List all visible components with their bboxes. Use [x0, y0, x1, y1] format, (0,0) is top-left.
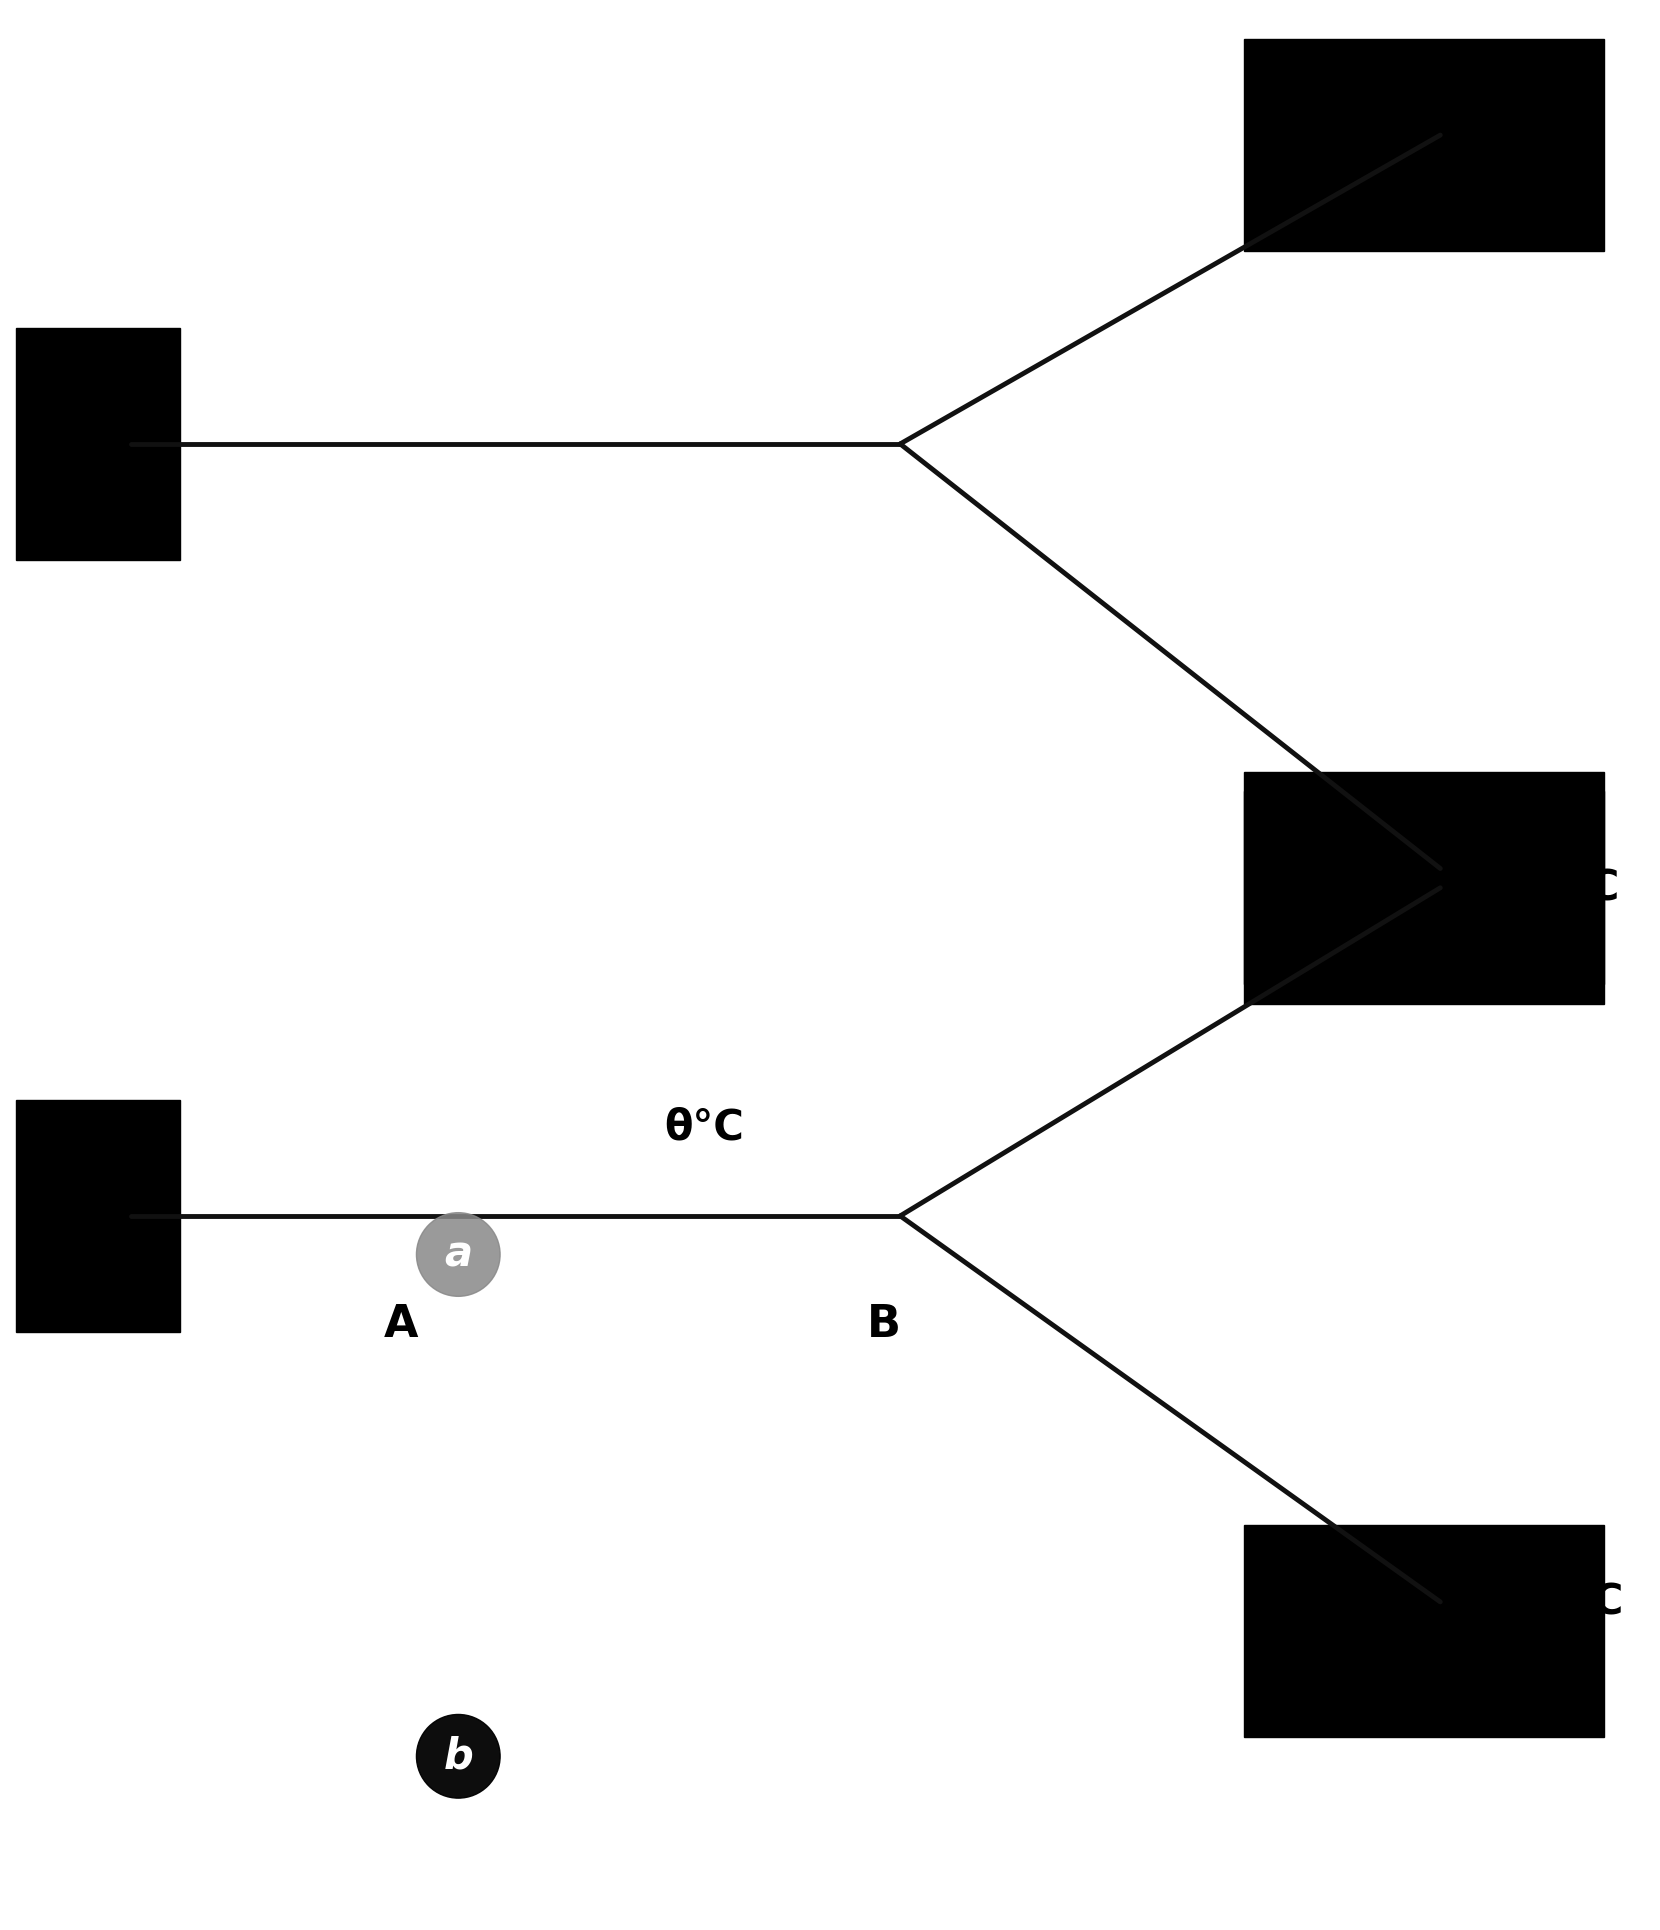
FancyBboxPatch shape [17, 1100, 179, 1332]
FancyBboxPatch shape [17, 328, 179, 560]
Text: b: b [443, 1735, 473, 1778]
Text: 0°C: 0°C [27, 1185, 106, 1227]
Text: a: a [445, 1233, 473, 1276]
Text: θ°C: θ°C [664, 1106, 744, 1148]
FancyBboxPatch shape [1243, 772, 1604, 984]
Text: A: A [383, 1303, 418, 1345]
FancyBboxPatch shape [1243, 1525, 1604, 1737]
Text: D 90°C: D 90°C [1464, 1581, 1623, 1623]
Text: C 90°C: C 90°C [1464, 867, 1618, 909]
FancyBboxPatch shape [1243, 791, 1604, 1004]
Text: 90°C: 90°C [1464, 114, 1574, 156]
FancyBboxPatch shape [1243, 39, 1604, 251]
Text: B: B [867, 1303, 901, 1345]
Text: 90°C: 90°C [1464, 847, 1574, 890]
Text: 0°C: 0°C [27, 413, 106, 455]
